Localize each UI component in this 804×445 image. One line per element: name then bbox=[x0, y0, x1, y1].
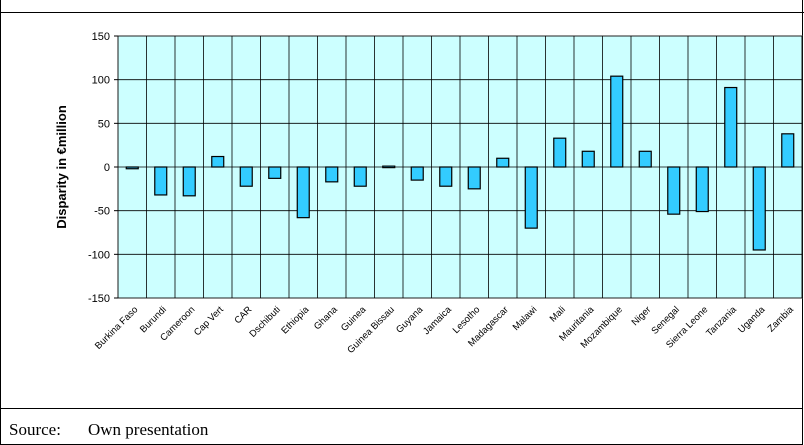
y-tick-label: -150 bbox=[88, 293, 110, 305]
bar-madagascar bbox=[496, 157, 510, 168]
x-category-label: Guyana bbox=[394, 304, 426, 336]
bar-uganda bbox=[752, 166, 766, 251]
x-category-label: Dschibuti bbox=[247, 304, 282, 339]
frame-top-rule bbox=[0, 12, 804, 13]
bar-guinea bbox=[353, 166, 367, 187]
y-tick-label: 100 bbox=[92, 75, 110, 87]
bar-lesotho bbox=[467, 166, 481, 190]
bar-senegal bbox=[667, 166, 681, 215]
source-value: Own presentation bbox=[88, 420, 209, 439]
y-tick-label: 50 bbox=[98, 118, 110, 130]
bar-niger bbox=[638, 150, 652, 168]
bars bbox=[125, 75, 795, 251]
y-tick-label: 150 bbox=[92, 31, 110, 43]
x-category-label: Zambia bbox=[766, 304, 797, 335]
x-category-label: Malawi bbox=[511, 304, 540, 333]
bar-car bbox=[239, 166, 253, 187]
bar-ethiopia bbox=[296, 166, 310, 219]
bar-mali bbox=[553, 137, 567, 168]
x-category-label: Jamaica bbox=[421, 304, 454, 337]
bar-ghana bbox=[325, 166, 339, 183]
y-tick-labels: 150 100 50 0 -50 -100 -150 bbox=[88, 31, 118, 305]
y-tick-label: 0 bbox=[104, 162, 110, 174]
bar-guinea-bissau bbox=[382, 165, 396, 169]
bar-dschibuti bbox=[268, 166, 282, 179]
bar-mozambique bbox=[610, 75, 624, 168]
bar-jamaica bbox=[439, 166, 453, 187]
x-category-label: Burkina Faso bbox=[93, 304, 140, 351]
source-label: Source: bbox=[9, 420, 61, 439]
x-category-label: Niger bbox=[630, 304, 654, 328]
x-category-label: Mali bbox=[548, 304, 568, 324]
bar-burkina-faso bbox=[125, 166, 139, 170]
y-tick-label: -50 bbox=[94, 206, 110, 218]
x-category-label: CAR bbox=[232, 304, 254, 326]
x-category-label: Ethiopia bbox=[279, 304, 312, 337]
gridlines bbox=[117, 35, 803, 299]
bar-cap-vert bbox=[211, 155, 225, 168]
y-axis-label: Disparity in €million bbox=[54, 105, 69, 229]
y-tick-label: -100 bbox=[88, 249, 110, 261]
bar-mauritania bbox=[581, 150, 595, 168]
bar-tanzania bbox=[724, 86, 738, 168]
bar-malawi bbox=[524, 166, 538, 229]
x-category-label: Uganda bbox=[736, 304, 768, 336]
x-category-label: Cap Vert bbox=[192, 304, 226, 338]
bar-zambia bbox=[781, 133, 795, 168]
bar-cameroon bbox=[182, 166, 196, 197]
bar-burundi bbox=[154, 166, 168, 196]
x-category-label: Tanzania bbox=[704, 304, 739, 339]
x-category-label: Ghana bbox=[312, 304, 340, 332]
source-note: Source: Own presentation bbox=[0, 409, 803, 445]
bar-guyana bbox=[410, 166, 424, 181]
bar-sierra-leone bbox=[695, 166, 709, 213]
